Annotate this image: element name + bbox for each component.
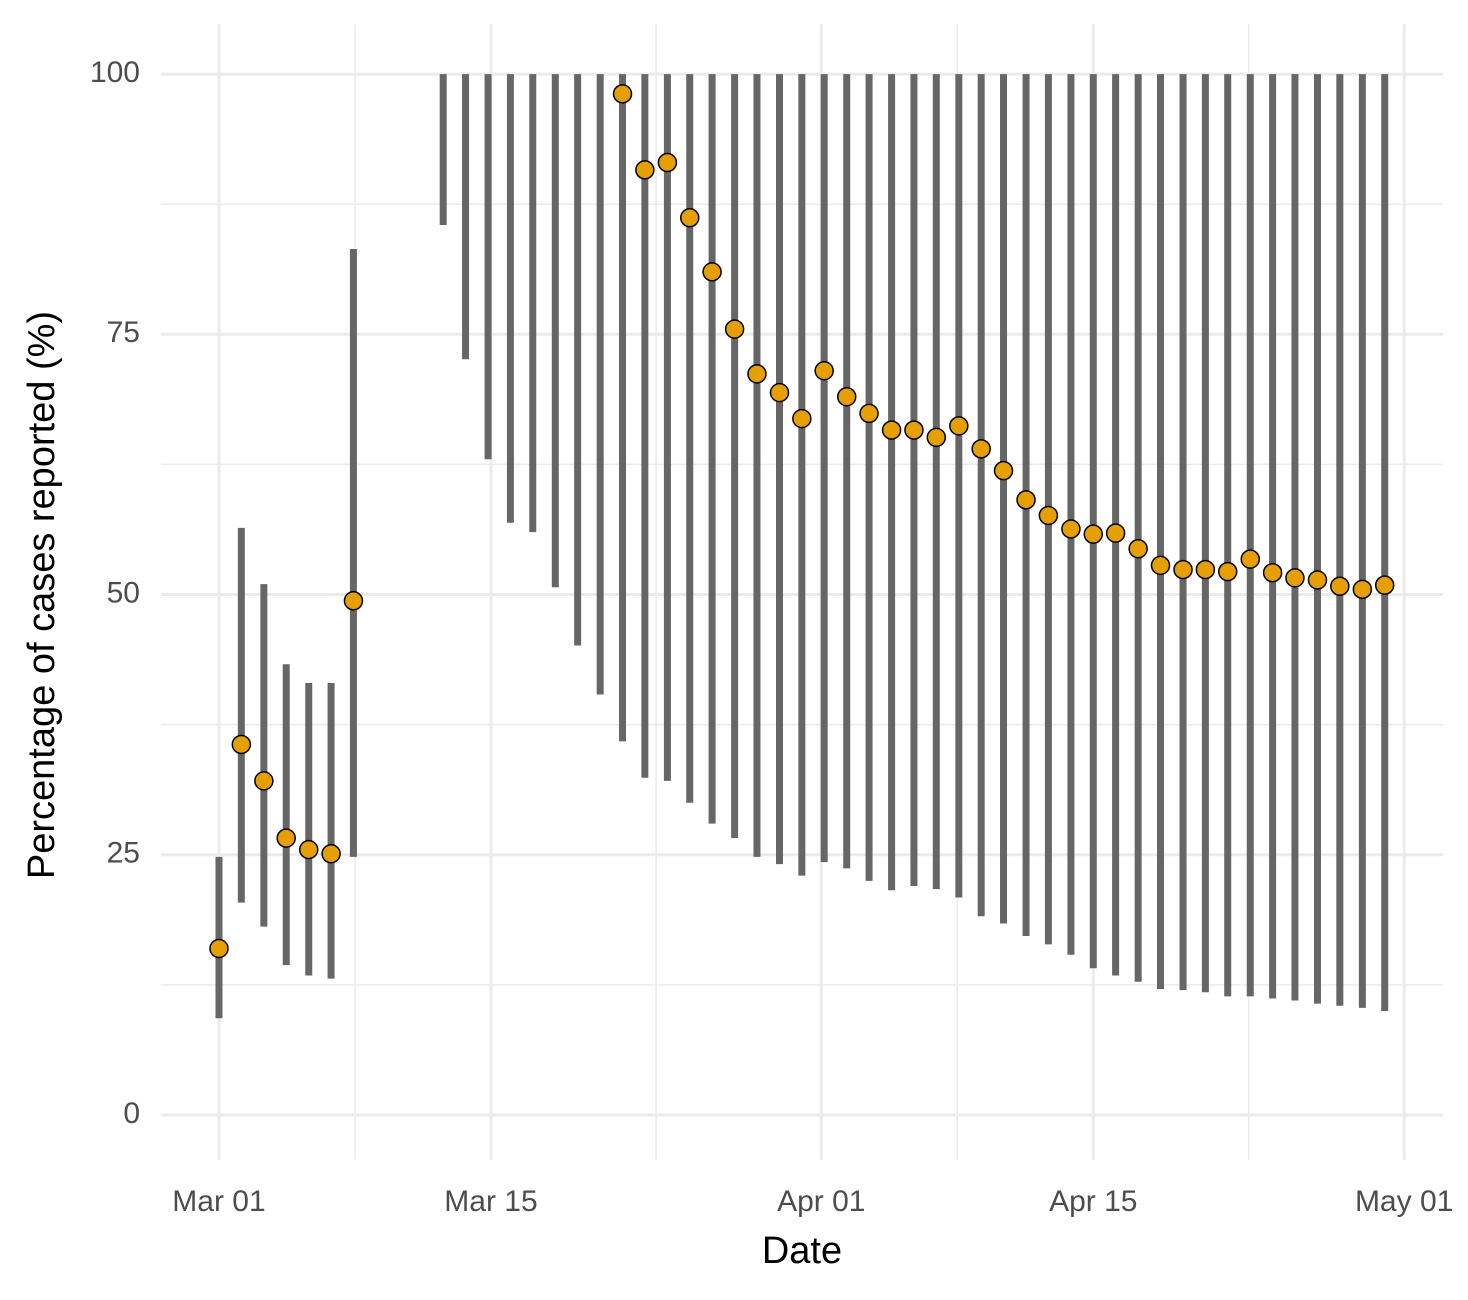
point	[612, 84, 633, 104]
x-tick-label: Mar 15	[444, 1185, 537, 1218]
point	[254, 771, 274, 791]
point	[1038, 505, 1059, 526]
y-tick-label: 0	[123, 1097, 140, 1130]
point	[769, 382, 790, 403]
y-tick-label: 25	[107, 837, 140, 870]
point	[971, 439, 991, 459]
point	[1217, 561, 1238, 582]
point	[321, 844, 341, 864]
point	[1352, 579, 1373, 600]
point	[836, 387, 857, 407]
point	[702, 262, 722, 282]
point	[679, 207, 700, 228]
point	[276, 828, 296, 848]
point	[1195, 559, 1216, 580]
point	[1262, 562, 1283, 583]
point	[1150, 555, 1171, 576]
point	[343, 591, 364, 611]
x-tick-label: Mar 01	[172, 1185, 265, 1218]
point	[724, 319, 745, 339]
point	[231, 734, 252, 755]
y-axis-title: Percentage of cases reported (%)	[21, 311, 63, 879]
point	[1285, 568, 1305, 588]
point	[904, 420, 924, 440]
point	[1307, 570, 1328, 590]
x-tick-label: May 01	[1355, 1185, 1453, 1218]
point	[1061, 519, 1081, 539]
y-tick-label: 100	[90, 56, 140, 89]
point	[1240, 549, 1261, 569]
point	[949, 416, 969, 436]
point	[1374, 575, 1395, 595]
point	[635, 160, 655, 180]
point	[1083, 524, 1104, 544]
point	[209, 938, 229, 959]
point	[1330, 576, 1350, 596]
point	[792, 408, 812, 429]
point	[1173, 559, 1193, 580]
x-axis-title: Date	[762, 1230, 842, 1272]
x-tick-label: Apr 15	[1049, 1185, 1137, 1218]
point	[1105, 523, 1126, 543]
marks	[209, 74, 1395, 1019]
point	[1016, 490, 1036, 510]
point	[1128, 538, 1148, 559]
point	[657, 152, 678, 173]
point	[747, 364, 767, 384]
point	[298, 839, 319, 860]
point	[993, 460, 1014, 481]
y-tick-label: 75	[107, 316, 140, 349]
x-tick-label: Apr 01	[777, 1185, 865, 1218]
y-tick-label: 50	[107, 576, 140, 609]
point	[814, 360, 834, 381]
point	[881, 420, 902, 440]
point	[859, 403, 879, 424]
point	[926, 427, 947, 448]
